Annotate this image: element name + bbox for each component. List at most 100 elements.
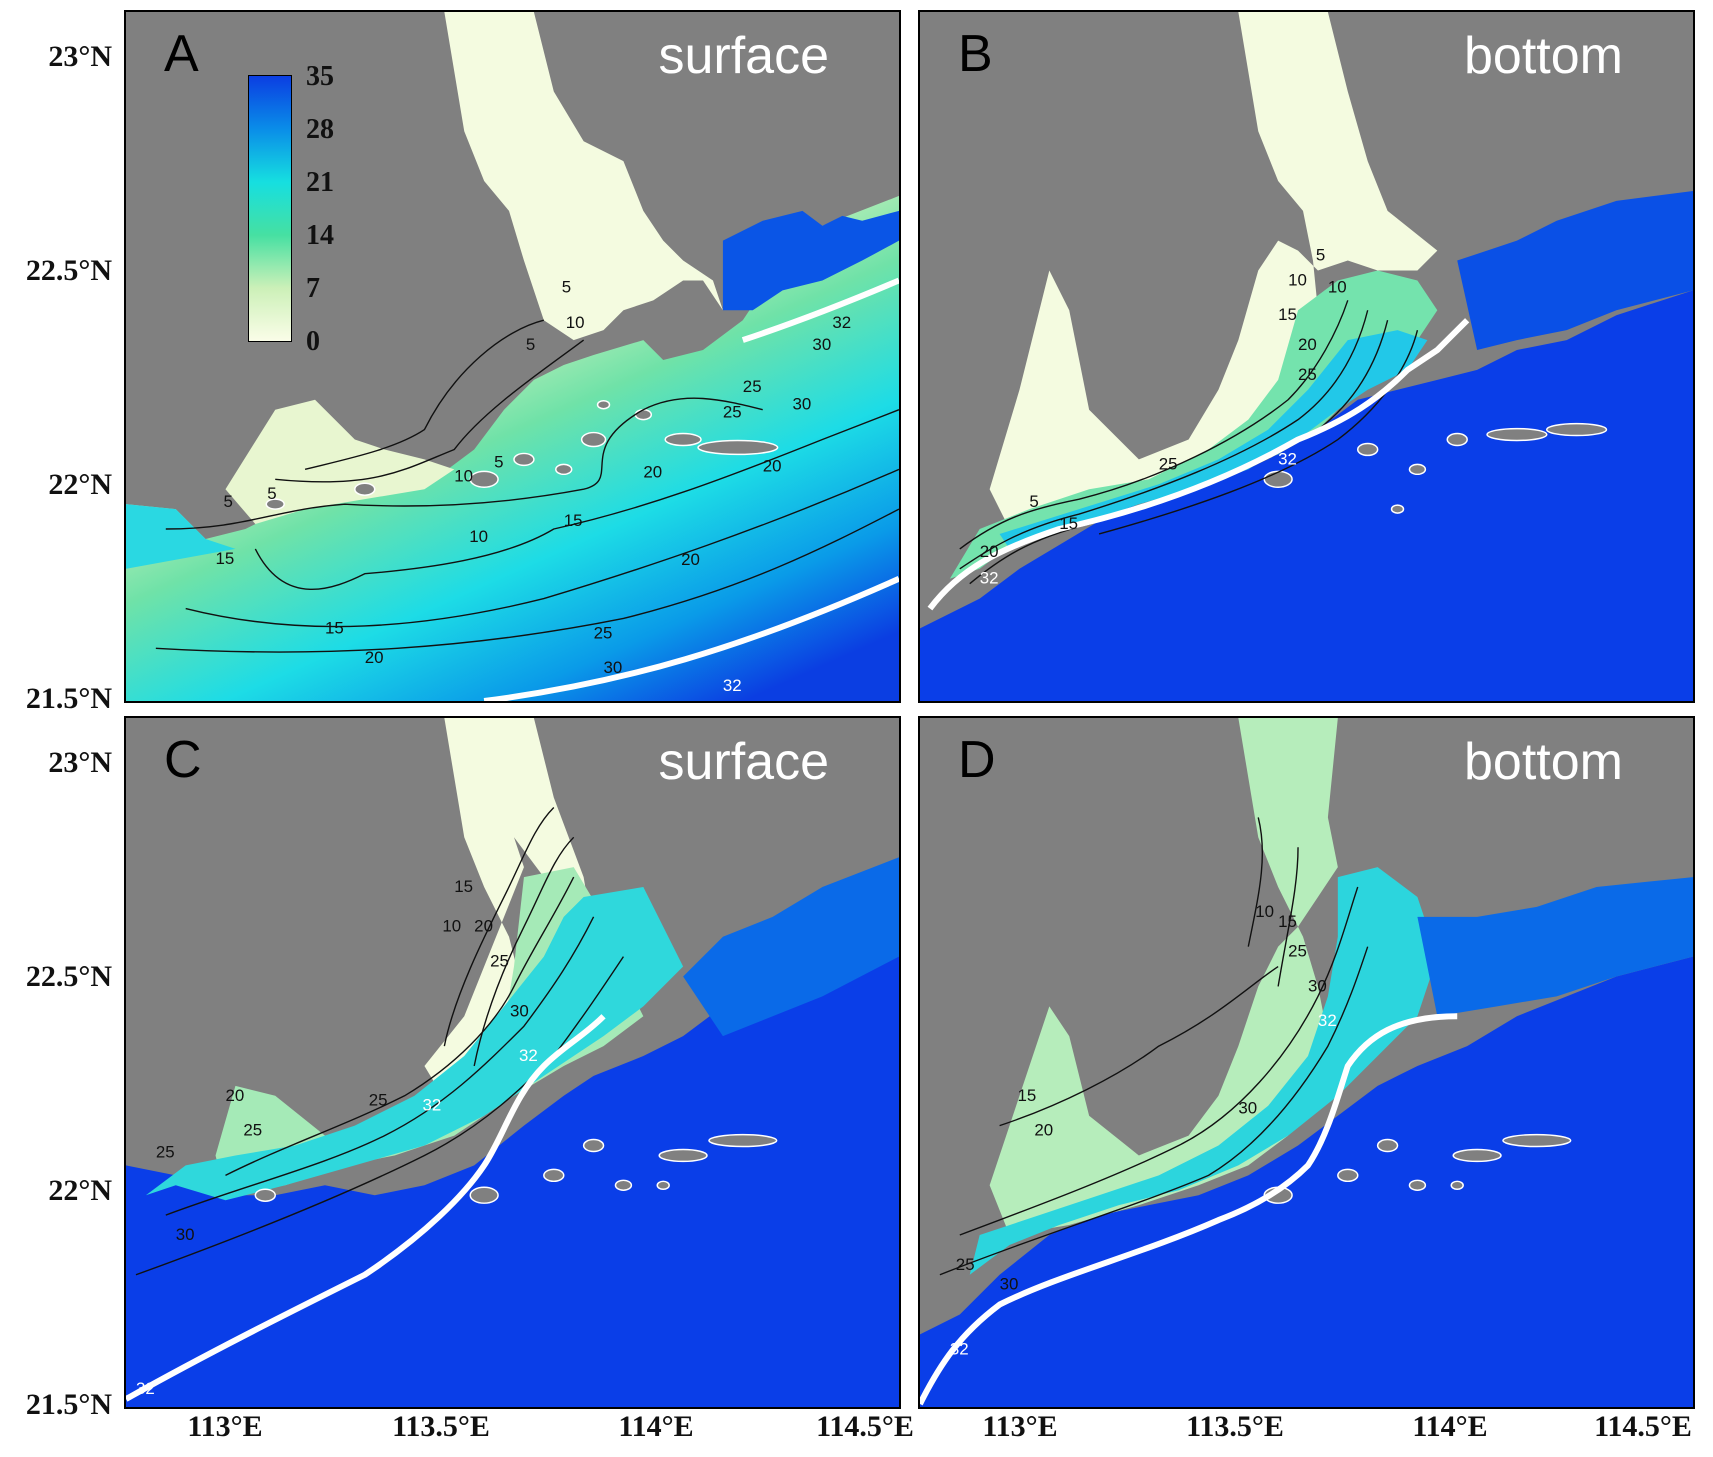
contour-label: 30 — [604, 658, 623, 677]
contour-label: 5 — [1316, 246, 1325, 265]
estuary-west — [225, 399, 455, 525]
colorbar-tick: 0 — [306, 326, 320, 357]
contour-label: 30 — [510, 1001, 529, 1020]
contour-label: 20 — [1298, 335, 1317, 354]
contour-label: 32 — [980, 569, 999, 588]
map-panel-c: 15 10 20 25 30 32 32 25 20 25 25 30 32 — [126, 718, 899, 1407]
contour-label: 25 — [1288, 942, 1307, 961]
bay-east — [1417, 877, 1693, 1017]
contour-label: 10 — [454, 466, 473, 485]
isohaline-32 — [483, 575, 899, 701]
lat-tick: 22.5°N — [25, 960, 112, 993]
contour-label: 10 — [566, 313, 585, 332]
panel-a: 5 5 10 10 5 5 5 15 10 15 20 15 20 25 30 … — [124, 10, 901, 703]
contour-label: 5 — [526, 335, 535, 354]
lon-tick: 113.5°E — [392, 1410, 490, 1443]
estuary — [989, 12, 1438, 529]
panel-letter: C — [164, 731, 202, 789]
isohaline-contours — [135, 806, 625, 1276]
bay-east — [683, 857, 899, 1037]
contour-label: 30 — [793, 395, 812, 414]
coastal-water — [126, 504, 236, 569]
colorbar-tick: 14 — [306, 220, 334, 251]
mixing-zone — [989, 718, 1338, 1235]
contour-label: 25 — [156, 1142, 175, 1161]
contour-label: 10 — [1328, 277, 1347, 296]
contour-label: 20 — [681, 550, 700, 569]
contour-label: 25 — [243, 1121, 262, 1140]
contour-label: 25 — [956, 1255, 975, 1274]
contour-label: 20 — [474, 917, 493, 936]
contour-label: 30 — [812, 335, 831, 354]
panel-letter: B — [958, 25, 993, 83]
contour-label: 25 — [594, 623, 613, 642]
contour-label: 10 — [1255, 902, 1274, 921]
panel-letter: A — [164, 25, 199, 83]
contour-label: 30 — [1238, 1099, 1257, 1118]
contour-label: 20 — [1034, 1121, 1053, 1140]
contour-label: 5 — [1029, 492, 1038, 511]
isohaline-32-east — [741, 277, 899, 343]
colorbar-tick: 7 — [306, 273, 320, 304]
bay-east — [1457, 190, 1693, 351]
layer-label: bottom — [1464, 733, 1623, 791]
isohaline-32 — [927, 318, 1470, 611]
bay-east — [722, 210, 899, 311]
estuary-upper — [444, 12, 723, 341]
lat-tick: 23°N — [48, 40, 112, 73]
isohaline-32 — [920, 1013, 1458, 1406]
contour-label: 32 — [1278, 449, 1297, 468]
contour-label: 10 — [442, 917, 461, 936]
contour-label: 32 — [519, 1046, 538, 1065]
contour-label: 10 — [469, 527, 488, 546]
lon-tick: 114.5°E — [1594, 1410, 1692, 1443]
colorbar — [248, 75, 292, 342]
contour-label: 25 — [490, 952, 509, 971]
isohaline-contours — [939, 817, 1369, 1276]
isohaline-contours — [155, 319, 899, 653]
lat-tick: 23°N — [48, 746, 112, 779]
contour-label: 32 — [136, 1379, 155, 1398]
layer-label: surface — [658, 733, 829, 791]
lat-tick: 21.5°N — [25, 682, 112, 715]
contour-label: 15 — [564, 511, 583, 530]
transition-zone — [999, 330, 1428, 549]
contour-label: 30 — [1000, 1275, 1019, 1294]
contour-label: 25 — [743, 377, 762, 396]
map-panel-a: 5 5 10 10 5 5 5 15 10 15 20 15 20 25 30 … — [126, 12, 899, 701]
mixing-zone — [215, 867, 644, 1196]
contour-labels: 5 5 10 10 5 5 5 15 10 15 20 15 20 25 30 … — [216, 277, 852, 695]
contour-label: 5 — [494, 452, 503, 471]
estuary-upper — [424, 718, 594, 1116]
panel-b: 5 10 15 10 20 25 32 5 15 20 25 32 B bott… — [918, 10, 1695, 703]
lon-tick: 114°E — [1412, 1410, 1488, 1443]
contour-label: 20 — [643, 462, 662, 481]
layer-label: surface — [658, 27, 829, 85]
contour-label: 10 — [1288, 270, 1307, 289]
contour-label: 32 — [723, 676, 742, 695]
islands — [1263, 422, 1608, 514]
lon-tick: 113°E — [187, 1410, 263, 1443]
contour-label: 30 — [1308, 976, 1327, 995]
transition-zone — [145, 887, 684, 1201]
panel-d: 10 15 25 30 32 15 20 30 25 30 32 D botto… — [918, 716, 1695, 1409]
isohaline-32 — [126, 1014, 606, 1402]
lat-tick: 22.5°N — [25, 254, 112, 287]
contour-label: 32 — [832, 313, 851, 332]
map-panel-b: 5 10 15 10 20 25 32 5 15 20 25 32 — [920, 12, 1693, 701]
islands — [265, 399, 779, 510]
contour-label: 25 — [369, 1091, 388, 1110]
panel-c: 15 10 20 25 30 32 32 25 20 25 25 30 32 C… — [124, 716, 901, 1409]
mixing-zone — [949, 270, 1438, 579]
lon-tick: 113.5°E — [1186, 1410, 1284, 1443]
contour-label: 20 — [225, 1086, 244, 1105]
contour-label: 15 — [325, 618, 344, 637]
layer-label: bottom — [1464, 27, 1623, 85]
contour-label: 25 — [723, 403, 742, 422]
contour-label: 30 — [176, 1225, 195, 1244]
contour-label: 15 — [1017, 1086, 1036, 1105]
contour-label: 32 — [1318, 1011, 1337, 1030]
contour-label: 15 — [216, 549, 235, 568]
lat-tick: 22°N — [48, 468, 112, 501]
colorbar-tick: 21 — [306, 167, 334, 198]
